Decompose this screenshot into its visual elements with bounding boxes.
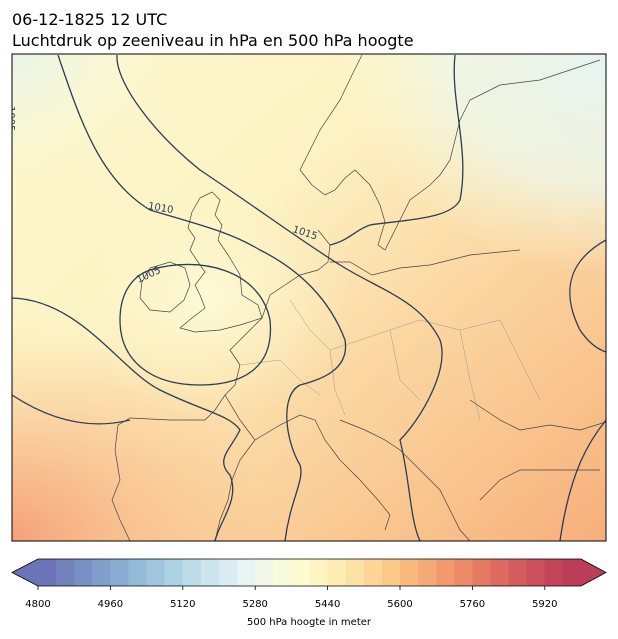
colorbar-cell — [544, 559, 564, 586]
colorbar-cell — [128, 559, 148, 586]
colorbar-cell — [146, 559, 166, 586]
colorbar-tick-label: 5920 — [532, 599, 557, 610]
colorbar-cell — [363, 559, 383, 586]
colorbar-cell — [562, 559, 582, 586]
colorbar-tick-label: 5600 — [387, 599, 412, 610]
colorbar-cell — [92, 559, 111, 586]
contour-label: 1005 — [5, 106, 16, 131]
coastlines — [111, 54, 606, 541]
colorbar-cell — [418, 559, 437, 586]
colorbar-tick-label: 4800 — [25, 599, 50, 610]
colorbar-cell — [273, 559, 292, 586]
colorbar-cell — [200, 559, 220, 586]
borders — [239, 299, 541, 421]
contour-label: 1010 — [147, 201, 174, 216]
colorbar-cell — [345, 559, 365, 586]
colorbar-cell — [38, 559, 57, 586]
colorbar-extend-low — [12, 559, 38, 586]
colorbar-tick-label: 5120 — [170, 599, 195, 610]
colorbar-cell — [400, 559, 419, 586]
colorbar-extend-high — [581, 559, 606, 586]
colorbar-cell — [309, 559, 329, 586]
isobars — [12, 54, 606, 541]
colorbar-cell — [327, 559, 347, 586]
colorbar-cell — [454, 559, 473, 586]
colorbar-cell — [526, 559, 546, 586]
colorbar-cell — [237, 559, 256, 586]
colorbar-tick-label: 4960 — [98, 599, 123, 610]
colorbar-cell — [164, 559, 184, 586]
map: 1010 1015 1005 1005 — [5, 54, 606, 541]
colorbar-cell — [74, 559, 93, 586]
colorbar-cell — [508, 559, 528, 586]
colorbar-cell — [436, 559, 455, 586]
colorbar-cell — [490, 559, 510, 586]
map-frame — [11, 53, 607, 542]
colorbar-cell — [219, 559, 238, 586]
colorbar-cell — [381, 559, 401, 586]
colorbar-tick-label: 5760 — [460, 599, 485, 610]
colorbar-cell — [110, 559, 129, 586]
colorbar-cell — [291, 559, 310, 586]
colorbar-cell — [182, 559, 202, 586]
colorbar-cell — [255, 559, 274, 586]
colorbar-tick-label: 5280 — [242, 599, 267, 610]
colorbar: 4800 4960 5120 5280 5440 5600 5760 5920 — [11, 558, 607, 610]
subtitle: Luchtdruk op zeeniveau in hPa en 500 hPa… — [12, 31, 414, 50]
colorbar-tick-label: 5440 — [315, 599, 340, 610]
title: 06-12-1825 12 UTC — [12, 10, 167, 29]
map-shade — [12, 54, 606, 541]
colorbar-cell — [472, 559, 491, 586]
colorbar-cell — [56, 559, 75, 586]
colorbar-label: 500 hPa hoogte in meter — [247, 617, 372, 628]
